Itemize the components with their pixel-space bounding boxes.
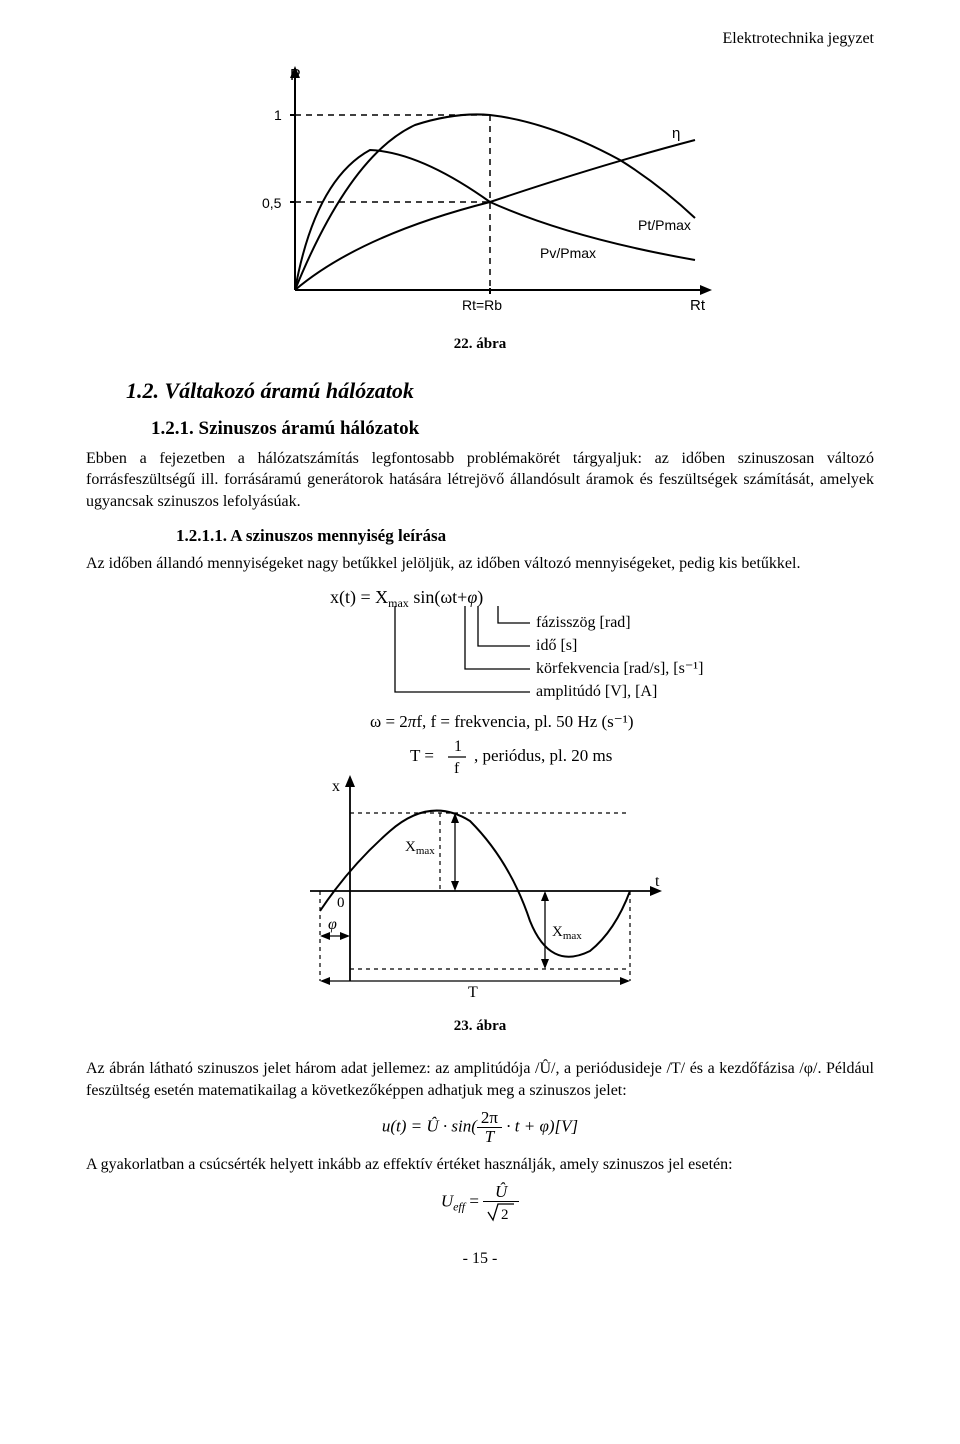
x-axis-label: Rt — [690, 297, 706, 314]
running-header: Elektrotechnika jegyzet — [86, 28, 874, 50]
ytick-1: 1 — [274, 107, 282, 123]
eta-label: η — [672, 125, 680, 142]
equation-1: u(t) = Û · sin(2πT · t + φ)[V] — [86, 1109, 874, 1146]
eq2-num: Û — [483, 1183, 519, 1202]
ytick-05: 0,5 — [262, 195, 282, 211]
eq1-frac: 2πT — [477, 1109, 502, 1146]
heading-1-2-1: 1.2.1. Szinuszos áramú hálózatok — [151, 416, 874, 442]
xmax-bot: Xmax — [552, 924, 582, 942]
callout-time: idő [s] — [536, 637, 577, 654]
x-tick-label: Rt=Rb — [462, 297, 502, 313]
page-number: - 15 - — [86, 1248, 874, 1270]
eq2-U: U — [441, 1192, 453, 1211]
omega-line: ω = 2πf, f = frekvencia, pl. 50 Hz (s⁻¹) — [370, 712, 634, 731]
sine-xlabel: t — [655, 873, 660, 890]
eq1-num: 2π — [477, 1109, 502, 1128]
paragraph-2: Az időben állandó mennyiségeket nagy bet… — [86, 553, 874, 575]
paragraph-1: Ebben a fejezetben a hálózatszámítás leg… — [86, 448, 874, 513]
eq2-den: 2 — [483, 1202, 519, 1222]
figure-22-svg: 1 0,5 P η Pt/Pmax Pv/Pmax Rt=Rb Rt — [240, 60, 720, 320]
callout-omega: körfekvencia [rad/s], [s⁻¹] — [536, 660, 703, 677]
eq2-sub: eff — [453, 1200, 465, 1214]
figure-23-svg: x(t) = Xmax sin(ωt+φ) fázisszög [rad] id… — [230, 581, 730, 1001]
callout-phase: fázisszög [rad] — [536, 614, 631, 631]
phi-label: φ — [328, 916, 337, 933]
eq2-frac: Û2 — [483, 1183, 519, 1222]
heading-1-2-1-1: 1.2.1.1. A szinuszos mennyiség leírása — [176, 525, 874, 548]
period-den: f — [454, 760, 460, 777]
period-line: T = — [410, 746, 434, 765]
callout-amp: amplitúdó [V], [A] — [536, 683, 657, 700]
sine-origin: 0 — [337, 895, 345, 911]
period-T: T — [468, 984, 478, 1001]
paragraph-4: A gyakorlatban a csúcsérték helyett inká… — [86, 1154, 874, 1176]
pv-label: Pv/Pmax — [540, 245, 596, 261]
sine-ylabel: x — [332, 778, 340, 795]
eq1-rhs: · t + φ)[V] — [502, 1116, 578, 1135]
xmax-top: Xmax — [405, 839, 435, 857]
equation-2: Ueff = Û2 — [86, 1183, 874, 1222]
eq2-mid: = — [465, 1192, 483, 1211]
period-rest: , periódus, pl. 20 ms — [474, 746, 612, 765]
svg-text:2: 2 — [501, 1207, 509, 1222]
y-axis-label: P — [290, 67, 301, 84]
formula-text: x(t) = Xmax sin(ωt+φ) — [330, 587, 483, 610]
paragraph-3: Az ábrán látható szinuszos jelet három a… — [86, 1058, 874, 1101]
sqrt-icon: 2 — [487, 1202, 515, 1222]
pt-label: Pt/Pmax — [638, 217, 691, 233]
figure-22: 1 0,5 P η Pt/Pmax Pv/Pmax Rt=Rb Rt — [86, 60, 874, 327]
figure-23-caption: 23. ábra — [86, 1016, 874, 1036]
figure-23: x(t) = Xmax sin(ωt+φ) fázisszög [rad] id… — [86, 581, 874, 1008]
heading-1-2: 1.2. Váltakozó áramú hálózatok — [126, 376, 874, 406]
eq1-lhs: u(t) = Û · sin( — [382, 1116, 477, 1135]
eq1-den: T — [477, 1128, 502, 1146]
period-num: 1 — [454, 738, 462, 755]
figure-22-caption: 22. ábra — [86, 334, 874, 354]
